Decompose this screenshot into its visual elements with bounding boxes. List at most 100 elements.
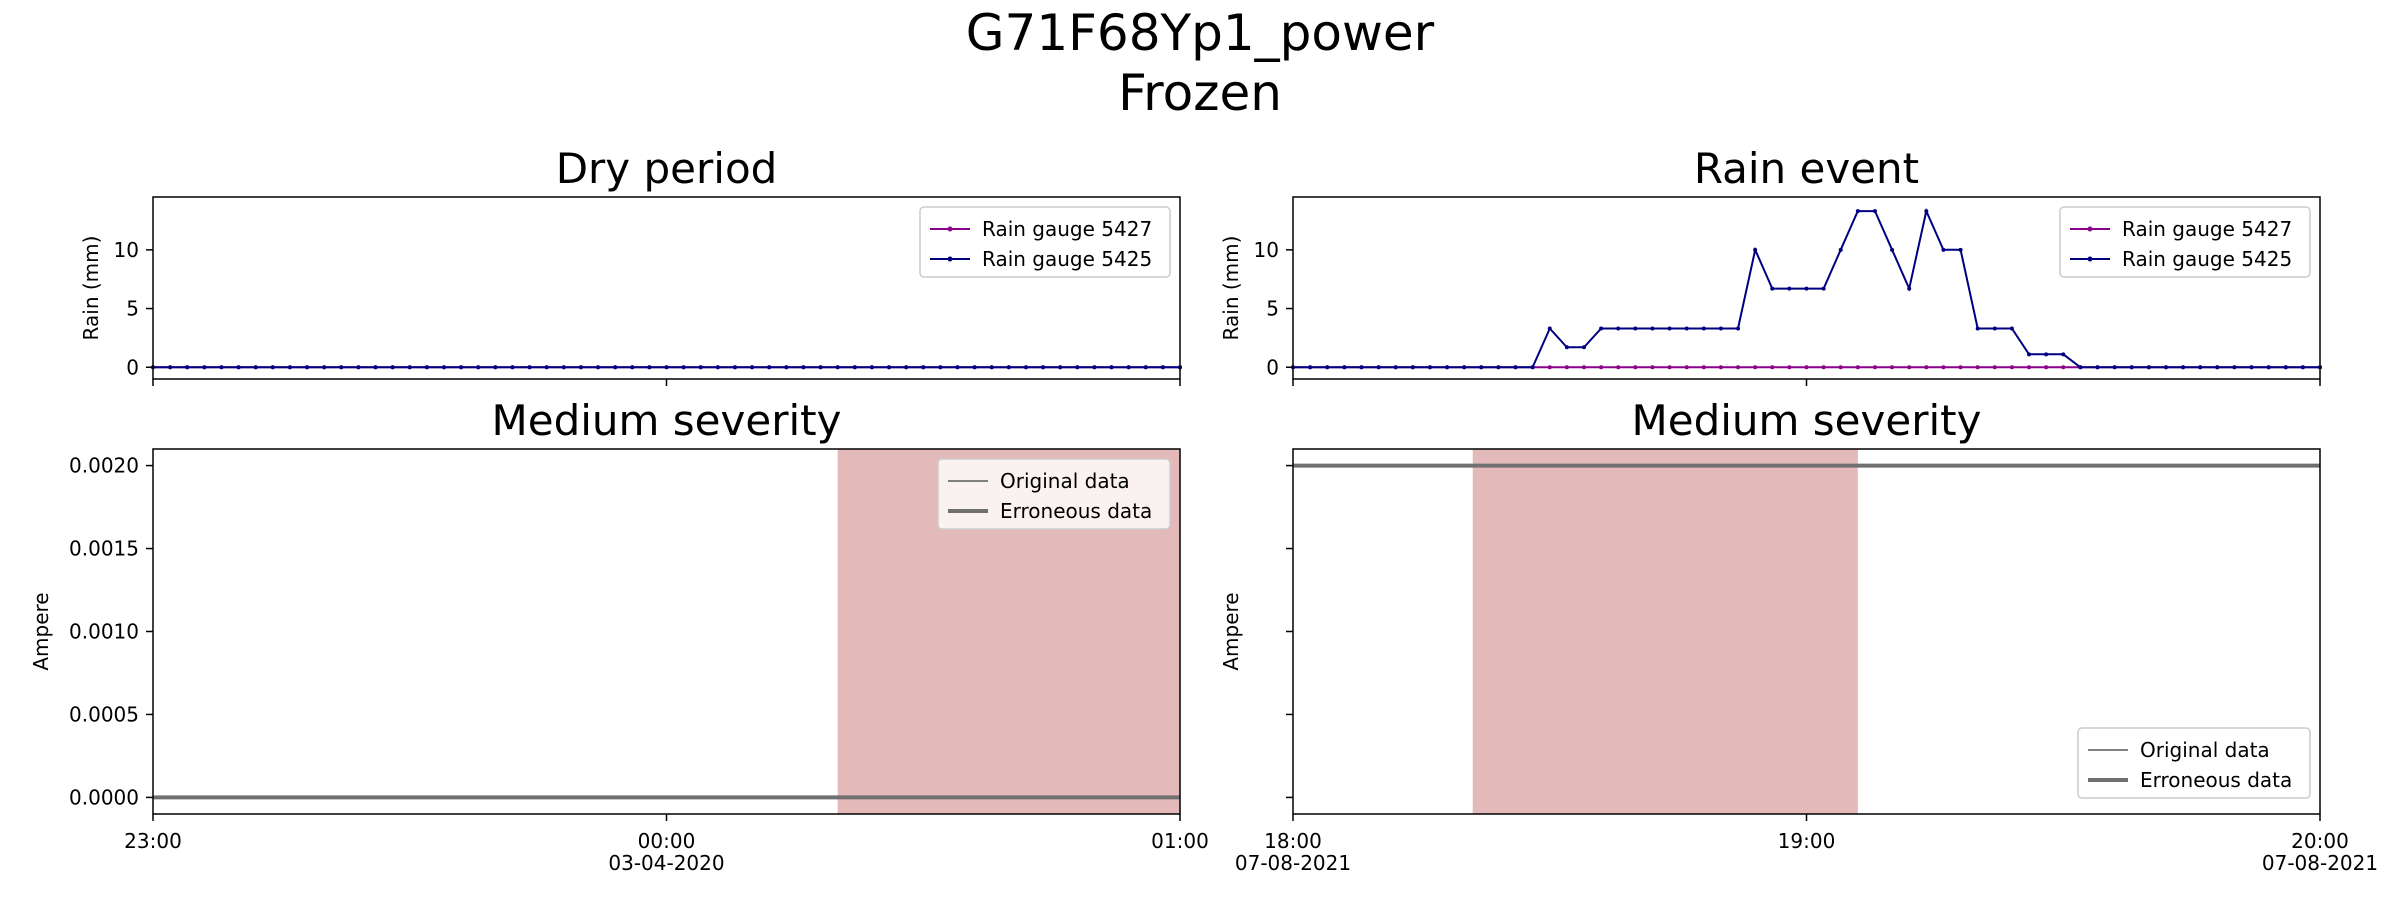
series-point — [1667, 326, 1672, 331]
series-point — [202, 365, 207, 370]
x-tick-label: 20:00 — [2291, 829, 2349, 853]
series-point — [1427, 365, 1432, 370]
legend: Original data Erroneous data — [2077, 727, 2311, 799]
series-point — [459, 365, 464, 370]
legend-marker — [2087, 256, 2093, 262]
legend: Rain gauge 5427 Rain gauge 5425 — [2059, 206, 2311, 278]
series-point — [1924, 209, 1929, 214]
series-point — [390, 365, 395, 370]
series-point — [1143, 365, 1148, 370]
series-point — [2009, 326, 2014, 331]
series-point — [1667, 365, 1672, 370]
series-point — [1041, 365, 1046, 370]
series-point — [596, 365, 601, 370]
series-point — [441, 365, 446, 370]
series-point — [1564, 345, 1569, 350]
subplot-title: Medium severity — [492, 396, 842, 445]
x-tick-label: 01:00 — [1151, 829, 1209, 853]
severity-span — [1472, 449, 1858, 814]
series-point — [869, 365, 874, 370]
x-tick-label: 07-08-2021 — [1235, 851, 1351, 875]
series-point — [1855, 365, 1860, 370]
series-point — [1701, 326, 1706, 331]
series-point — [1718, 326, 1723, 331]
series-point — [921, 365, 926, 370]
series-point — [630, 365, 635, 370]
legend-box — [2059, 206, 2311, 278]
series-point — [1393, 365, 1398, 370]
series-point — [1109, 365, 1114, 370]
y-tick-label: 0.0005 — [69, 702, 139, 726]
legend-box — [919, 206, 1171, 278]
series-point — [1325, 365, 1330, 370]
legend: Rain gauge 5427 Rain gauge 5425 — [919, 206, 1171, 278]
series-point — [1787, 286, 1792, 291]
series-point — [1410, 365, 1415, 370]
series-point — [1547, 365, 1552, 370]
series-point — [1821, 286, 1826, 291]
y-tick-label: 5 — [126, 297, 139, 321]
legend-marker — [947, 256, 953, 262]
y-tick-label: 0.0000 — [69, 785, 139, 809]
series-point — [2027, 365, 2032, 370]
series-point — [1547, 326, 1552, 331]
series-point — [1633, 365, 1638, 370]
series-point — [904, 365, 909, 370]
legend-label: Rain gauge 5425 — [982, 247, 1152, 271]
series-point — [989, 365, 994, 370]
series-point — [938, 365, 943, 370]
y-tick-label: 0 — [1266, 355, 1279, 379]
series-point — [527, 365, 532, 370]
series-point — [1308, 365, 1313, 370]
series-point — [561, 365, 566, 370]
series-point — [1975, 326, 1980, 331]
y-tick-label: 0.0010 — [69, 620, 139, 644]
series-point — [287, 365, 292, 370]
series-point — [1975, 365, 1980, 370]
series-point — [1890, 365, 1895, 370]
series-point — [955, 365, 960, 370]
legend: Original data Erroneous data — [937, 458, 1171, 530]
figure-title-line2: Frozen — [1118, 64, 1282, 122]
series-point — [2044, 365, 2049, 370]
series-point — [784, 365, 789, 370]
series-point — [2129, 365, 2134, 370]
series-point — [767, 365, 772, 370]
series-point — [1958, 365, 1963, 370]
x-tick-label: 00:00 — [638, 829, 696, 853]
series-point — [2027, 352, 2032, 357]
series-point — [1160, 365, 1165, 370]
series-point — [1753, 365, 1758, 370]
series-point — [1872, 365, 1877, 370]
series-point — [1804, 365, 1809, 370]
series-point — [544, 365, 549, 370]
series-point — [322, 365, 327, 370]
series-point — [2283, 365, 2288, 370]
series-point — [1650, 326, 1655, 331]
series-point — [1770, 365, 1775, 370]
y-tick-label: 10 — [114, 238, 139, 262]
series-point — [1376, 365, 1381, 370]
series-point — [2061, 365, 2066, 370]
series-point — [270, 365, 275, 370]
y-tick-label: 0 — [126, 355, 139, 379]
series-point — [253, 365, 258, 370]
series-point — [1838, 247, 1843, 252]
series-point — [750, 365, 755, 370]
series-point — [1992, 326, 1997, 331]
series-point — [510, 365, 515, 370]
series-point — [1924, 365, 1929, 370]
legend-marker — [2087, 226, 2093, 232]
series-point — [2061, 352, 2066, 357]
series-point — [1023, 365, 1028, 370]
subplot-3: Medium severity 0.0000 0.0005 0.0010 0.0015 0… — [29, 396, 1209, 875]
series-point — [424, 365, 429, 370]
x-tick-label: 18:00 — [1264, 829, 1322, 853]
y-tick-label: 0.0015 — [69, 537, 139, 561]
series-point — [1907, 365, 1912, 370]
series-point — [1941, 365, 1946, 370]
series-point — [1958, 247, 1963, 252]
series-point — [1496, 365, 1501, 370]
series-point — [1616, 365, 1621, 370]
